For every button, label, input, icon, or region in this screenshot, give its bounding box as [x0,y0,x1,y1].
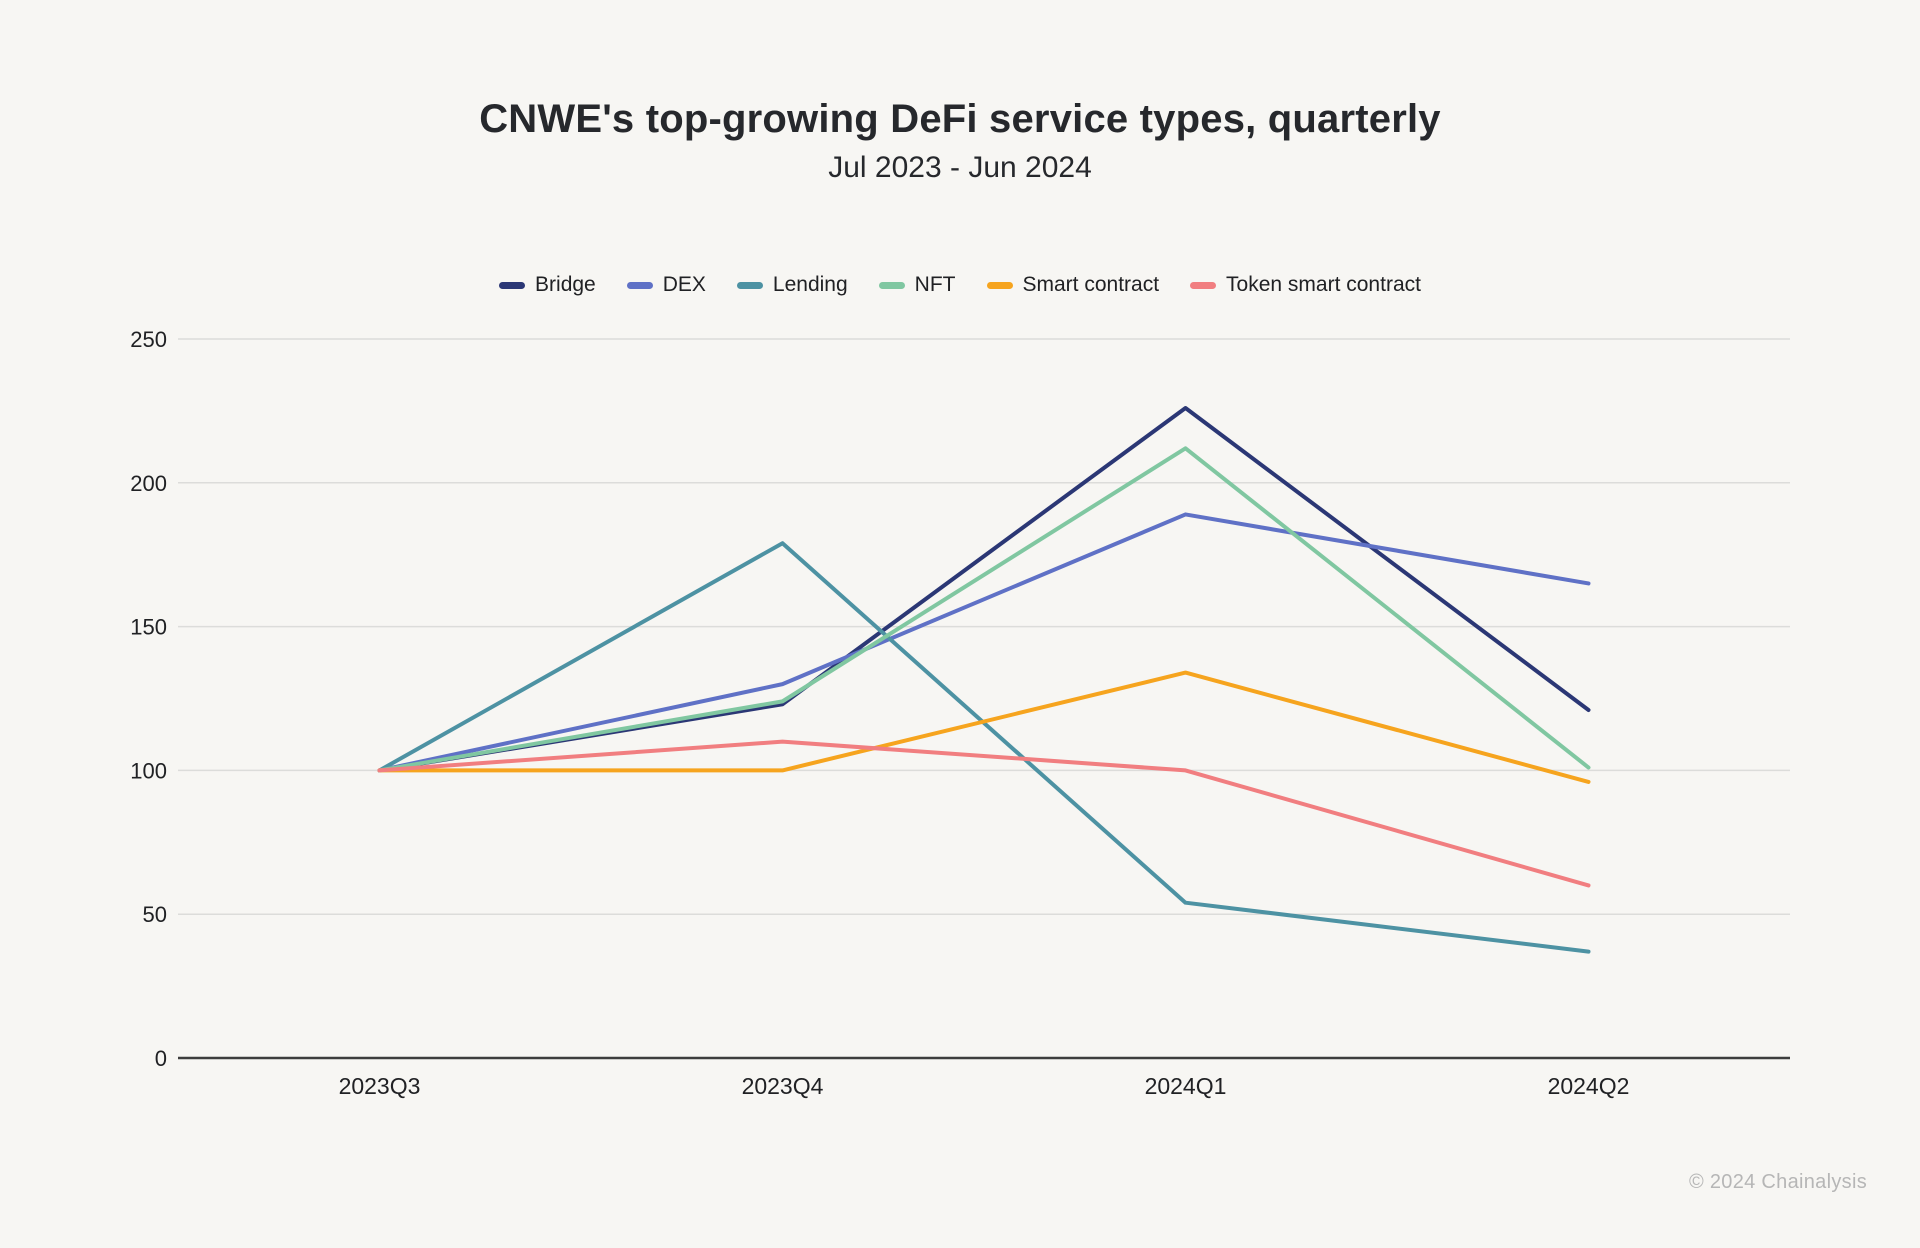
y-axis-tick-label-0: 0 [155,1046,167,1071]
legend-label-dex: DEX [662,273,706,296]
x-axis-category-label-2024Q2: 2024Q2 [1548,1073,1630,1099]
y-axis-tick-label-200: 200 [130,471,167,496]
series-line-lending [377,541,1591,954]
attribution: © 2024 Chainalysis [1688,1171,1867,1193]
legend-swatch-token-smart-contract [1190,281,1217,289]
legend-item-dex: DEX [626,273,706,297]
series-line-nft [377,446,1591,773]
y-axis-tick-label-150: 150 [130,615,167,640]
chart-title: CNWE's top-growing DeFi service types, q… [479,97,1441,141]
y-axis-tick-label-50: 50 [143,902,167,927]
series-line-token-smart-contract [377,739,1591,888]
legend-label-bridge: Bridge [535,273,596,296]
series-line-bridge [377,406,1591,773]
x-axis-category-label-2023Q4: 2023Q4 [742,1073,824,1099]
legend-item-smart-contract: Smart contract [986,273,1160,297]
legend-swatch-dex [626,281,653,289]
legend: Bridge DEX Lending NFT Smart contract Token s… [0,273,1920,297]
legend-item-nft: NFT [878,273,956,297]
legend-swatch-bridge [499,281,526,289]
legend-label-smart-contract: Smart contract [1022,273,1160,296]
y-axis-tick-label-250: 250 [130,327,167,352]
legend-item-bridge: Bridge [499,273,596,297]
legend-label-nft: NFT [914,273,956,296]
chart-subtitle: Jul 2023 - Jun 2024 [828,151,1092,184]
legend-swatch-nft [878,281,905,289]
legend-item-lending: Lending [736,273,848,297]
legend-label-token-smart-contract: Token smart contract [1226,273,1421,296]
x-axis-category-label-2024Q1: 2024Q1 [1145,1073,1227,1099]
series-line-smart-contract [377,670,1591,784]
legend-swatch-smart-contract [986,281,1013,289]
legend-swatch-lending [736,281,763,289]
series-line-dex [377,512,1591,773]
x-axis-category-label-2023Q3: 2023Q3 [339,1073,421,1099]
legend-label-lending: Lending [772,273,848,296]
legend-item-token-smart-contract: Token smart contract [1190,273,1421,297]
y-axis-tick-label-100: 100 [130,758,167,783]
